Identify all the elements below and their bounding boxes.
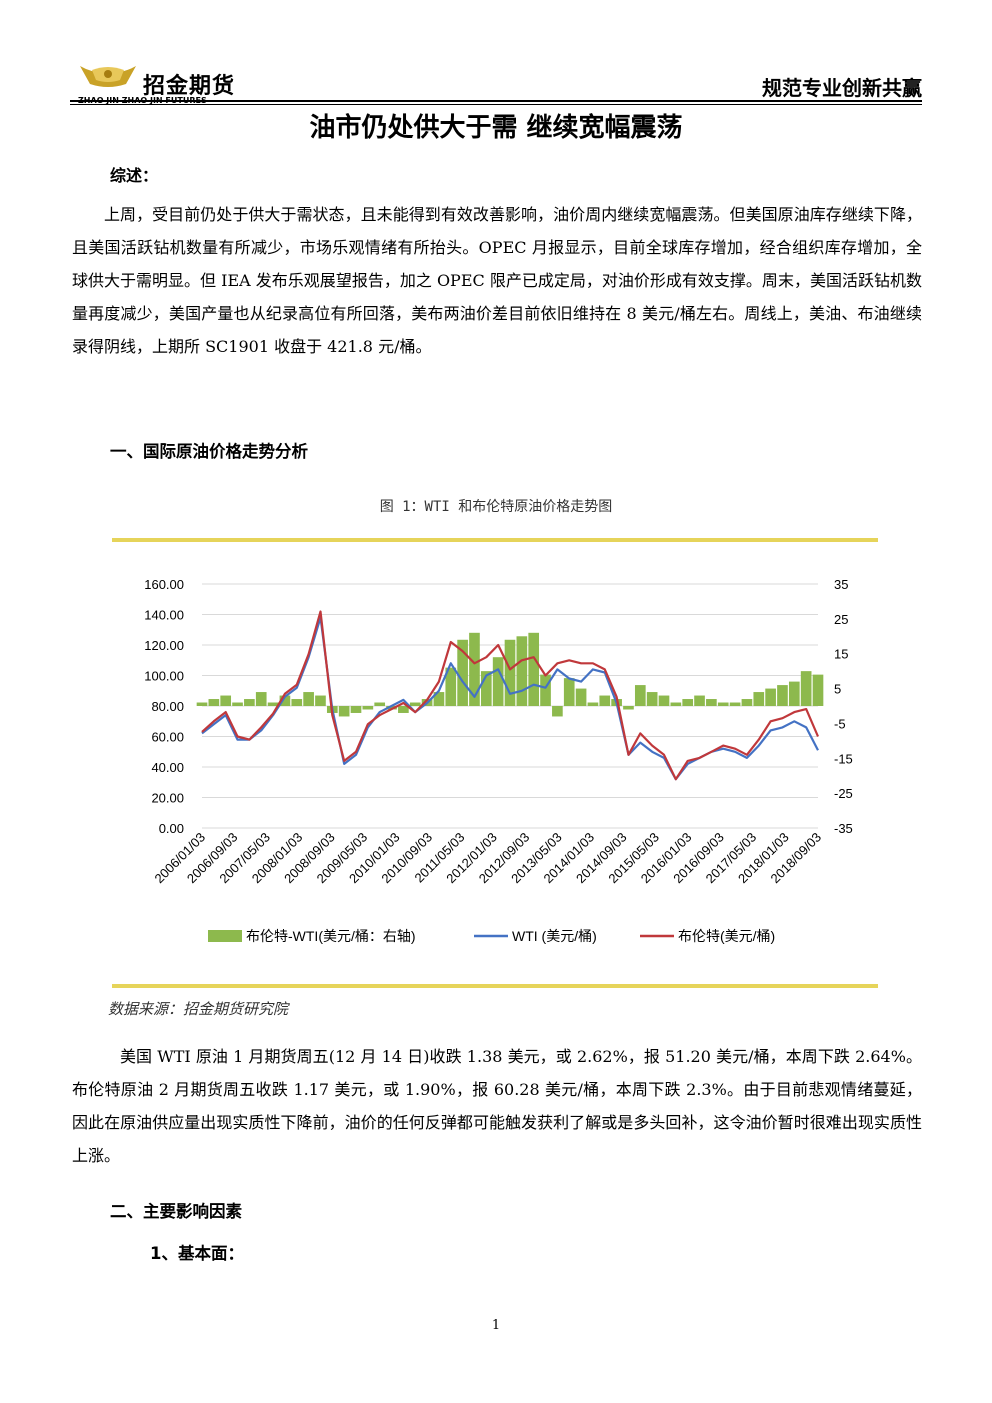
spread-bar <box>563 678 575 706</box>
company-logo: 招金期货 ZHAO JIN ZHAO JIN FUTURES <box>78 58 258 105</box>
spread-bar <box>658 695 670 706</box>
spread-bar <box>599 695 611 706</box>
subsection-heading-fundamentals: 1、基本面： <box>150 1244 244 1263</box>
y-left-tick-label: 0.00 <box>159 821 184 836</box>
logo-chinese-name: 招金期货 <box>143 74 236 99</box>
spread-bar <box>753 692 765 706</box>
spread-bar <box>469 632 480 706</box>
spread-bar <box>362 706 374 710</box>
legend-label: WTI (美元/桶) <box>512 928 597 944</box>
y-left-tick-label: 140.00 <box>144 608 184 623</box>
y-right-tick-label: -5 <box>834 716 846 731</box>
spread-bar <box>717 702 729 706</box>
spread-bar <box>587 702 599 706</box>
legend-label: 布伦特-WTI(美元/桶：右轴) <box>246 928 416 944</box>
spread-bar <box>279 695 291 706</box>
y-left-tick-label: 40.00 <box>151 760 184 775</box>
spread-bar <box>812 674 824 706</box>
spread-bar <box>255 692 267 706</box>
spread-bar <box>765 688 776 706</box>
spread-bar <box>504 639 516 706</box>
header-slogan: 规范专业创新共赢 <box>762 76 922 100</box>
spread-bar <box>457 639 468 706</box>
spread-bar <box>528 632 540 706</box>
figure-caption: 图 1：WTI 和布伦特原油价格走势图 <box>379 499 613 515</box>
y-right-tick-label: 25 <box>834 612 848 627</box>
spread-bar <box>741 699 753 706</box>
spread-bar <box>267 702 279 706</box>
data-source-note: 数据来源：招金期货研究院 <box>108 1000 289 1018</box>
y-left-tick-label: 20.00 <box>151 791 184 806</box>
spread-bar <box>480 671 492 706</box>
spread-bar <box>196 702 208 706</box>
spread-bar <box>694 695 705 706</box>
spread-bar <box>634 685 646 706</box>
summary-paragraph: 上周，受目前仍处于供大于需状态，且未能得到有效改善影响，油价周内继续宽幅震荡。但… <box>72 198 922 363</box>
price-text: 美国 WTI 原油 1 月期货周五(12 月 14 日)收跌 1.38 美元，或… <box>72 1047 922 1165</box>
y-right-tick-label: -35 <box>834 821 853 836</box>
header-rule-thin <box>70 104 922 105</box>
spread-bar <box>398 706 409 713</box>
spread-bar <box>492 657 504 706</box>
page-header: 招金期货 ZHAO JIN ZHAO JIN FUTURES 规范专业创新共赢 <box>70 52 922 105</box>
y-right-tick-label: -15 <box>834 751 853 766</box>
spread-bar <box>670 702 682 706</box>
y-left-tick-label: 120.00 <box>144 638 184 653</box>
brent-line <box>201 610 820 781</box>
price-paragraph: 美国 WTI 原油 1 月期货周五(12 月 14 日)收跌 1.38 美元，或… <box>72 1040 922 1172</box>
report-title: 油市仍处供大于需 继续宽幅震荡 <box>309 113 683 143</box>
y-left-tick-label: 60.00 <box>151 730 184 745</box>
y-left-tick-label: 100.00 <box>144 669 184 684</box>
section-heading-price-analysis: 一、国际原油价格走势分析 <box>110 442 308 461</box>
spread-bar <box>800 671 812 706</box>
spread-bar <box>623 706 634 710</box>
spread-bar <box>706 699 717 706</box>
spread-bar <box>552 706 563 717</box>
spread-bar <box>386 706 397 710</box>
spread-bar <box>374 702 386 706</box>
logo-emblem-icon <box>80 66 136 87</box>
spread-bar <box>338 706 350 717</box>
y-right-tick-label: -25 <box>834 786 853 801</box>
spread-bar <box>575 688 587 706</box>
chart-bottom-accent-bar <box>112 984 878 988</box>
y-right-tick-label: 35 <box>834 577 848 592</box>
spread-bar <box>729 702 741 706</box>
summary-text: 上周，受目前仍处于供大于需状态，且未能得到有效改善影响，油价周内继续宽幅震荡。但… <box>72 205 922 356</box>
header-rule <box>70 100 922 102</box>
spread-bar <box>409 702 421 706</box>
spread-bar <box>232 702 243 706</box>
legend-label: 布伦特(美元/桶) <box>678 928 775 944</box>
spread-bar <box>777 685 788 706</box>
spread-bar <box>303 692 314 706</box>
y-left-tick-label: 80.00 <box>151 699 184 714</box>
spread-bar <box>540 674 551 706</box>
spread-bar <box>350 706 362 713</box>
legend-swatch-spread <box>208 930 242 942</box>
spread-bar <box>220 695 232 706</box>
spread-bar <box>788 681 800 706</box>
y-right-tick-label: 5 <box>834 682 841 697</box>
y-right-tick-label: 15 <box>834 647 848 662</box>
spread-bar <box>208 699 220 706</box>
spread-bar <box>445 667 457 706</box>
spread-bar <box>291 699 303 706</box>
page-number: 1 <box>491 1318 501 1333</box>
spread-bar <box>682 699 694 706</box>
oil-price-chart: 160.00 140.00 120.00 100.00 80.00 60.00 40.00 2… <box>112 538 878 988</box>
summary-heading: 综述： <box>110 166 159 185</box>
spread-bar <box>315 695 326 706</box>
spread-bar <box>516 636 528 706</box>
section-heading-factors: 二、主要影响因素 <box>110 1202 242 1221</box>
y-left-tick-label: 160.00 <box>144 577 184 592</box>
chart-top-accent-bar <box>112 538 878 542</box>
spread-bar <box>433 692 445 706</box>
spread-bar <box>646 692 658 706</box>
spread-bar <box>244 699 255 706</box>
